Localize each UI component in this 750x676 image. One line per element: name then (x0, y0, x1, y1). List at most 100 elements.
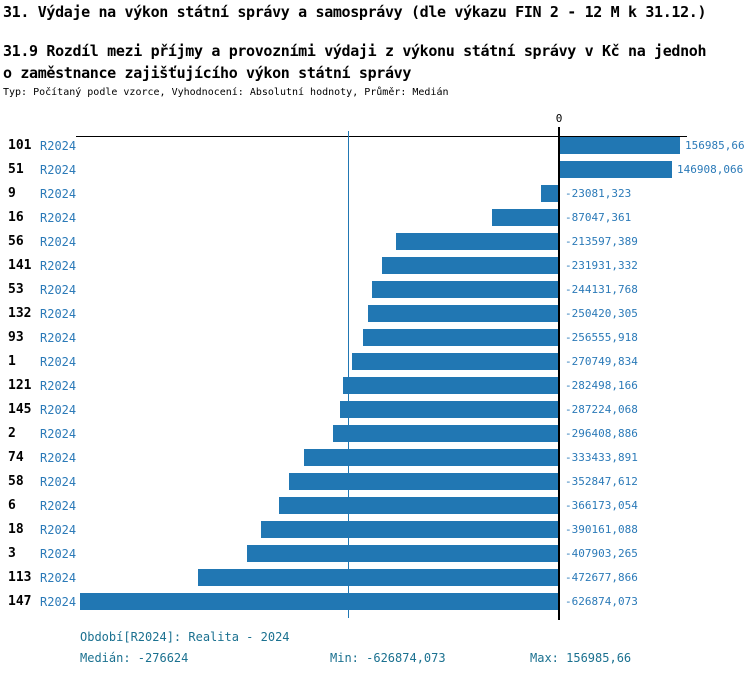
bar-value-label: -390161,088 (565, 522, 638, 536)
table-row: 1 R2024 -270749,834 (0, 350, 750, 374)
period-link[interactable]: R2024 (40, 162, 77, 177)
period-link[interactable]: R2024 (40, 594, 77, 609)
bar-value-label: -366173,054 (565, 498, 638, 512)
bar-value-label: -333433,891 (565, 450, 638, 464)
row-rank-label: 121 (8, 377, 32, 393)
indicator-subtitle-line1: 31.9 Rozdíl mezi příjmy a provozními výd… (3, 42, 707, 60)
table-row: 113 R2024 -472677,866 (0, 566, 750, 590)
period-link[interactable]: R2024 (40, 498, 77, 513)
period-link[interactable]: R2024 (40, 474, 77, 489)
footer-period: Období[R2024]: Realita - 2024 (80, 630, 290, 644)
table-row: 101 R2024 156985,66 (0, 134, 750, 158)
bar-value-label: -407903,265 (565, 546, 638, 560)
axis-zero-line (558, 127, 560, 620)
period-link[interactable]: R2024 (40, 522, 77, 537)
period-link[interactable]: R2024 (40, 570, 77, 585)
row-rank-label: 2 (8, 425, 16, 441)
bar (492, 209, 559, 226)
page-title: 31. Výdaje na výkon státní správy a samo… (3, 3, 707, 21)
bar (396, 233, 559, 250)
row-rank-label: 6 (8, 497, 16, 513)
period-link[interactable]: R2024 (40, 138, 77, 153)
bar (363, 329, 559, 346)
bar (279, 497, 559, 514)
bar-value-label: -231931,332 (565, 258, 638, 272)
table-row: 141 R2024 -231931,332 (0, 254, 750, 278)
bar-value-label: -626874,073 (565, 594, 638, 608)
bar (382, 257, 559, 274)
footer-min: Min: -626874,073 (330, 651, 446, 665)
bar (343, 377, 559, 394)
row-rank-label: 93 (8, 329, 24, 345)
table-row: 9 R2024 -23081,323 (0, 182, 750, 206)
row-rank-label: 145 (8, 401, 32, 417)
bar (247, 545, 559, 562)
row-rank-label: 56 (8, 233, 24, 249)
bar-value-label: -244131,768 (565, 282, 638, 296)
bar (80, 593, 559, 610)
table-row: 58 R2024 -352847,612 (0, 470, 750, 494)
bar (560, 161, 672, 178)
bar-value-label: -352847,612 (565, 474, 638, 488)
period-link[interactable]: R2024 (40, 354, 77, 369)
median-line (348, 131, 349, 618)
period-link[interactable]: R2024 (40, 258, 77, 273)
period-link[interactable]: R2024 (40, 402, 77, 417)
bar-value-label: -87047,361 (565, 210, 632, 224)
footer-max: Max: 156985,66 (530, 651, 632, 665)
bar (352, 353, 559, 370)
bar (372, 281, 559, 298)
period-link[interactable]: R2024 (40, 378, 77, 393)
bar-value-label: 146908,066 (677, 162, 744, 176)
table-row: 53 R2024 -244131,768 (0, 278, 750, 302)
row-rank-label: 74 (8, 449, 24, 465)
period-link[interactable]: R2024 (40, 282, 77, 297)
indicator-meta: Typ: Počítaný podle vzorce, Vyhodnocení:… (3, 87, 449, 98)
bar (333, 425, 559, 442)
table-row: 93 R2024 -256555,918 (0, 326, 750, 350)
table-row: 132 R2024 -250420,305 (0, 302, 750, 326)
row-rank-label: 16 (8, 209, 24, 225)
table-row: 3 R2024 -407903,265 (0, 542, 750, 566)
bar-value-label: -23081,323 (565, 186, 632, 200)
bar (541, 185, 559, 202)
row-rank-label: 3 (8, 545, 16, 561)
bar-value-label: -282498,166 (565, 378, 638, 392)
period-link[interactable]: R2024 (40, 210, 77, 225)
bar (340, 401, 559, 418)
table-row: 74 R2024 -333433,891 (0, 446, 750, 470)
bar-value-label: -250420,305 (565, 306, 638, 320)
bar (560, 137, 680, 154)
bar-value-label: -472677,866 (565, 570, 638, 584)
table-row: 6 R2024 -366173,054 (0, 494, 750, 518)
bar (368, 305, 559, 322)
row-rank-label: 141 (8, 257, 32, 273)
row-rank-label: 9 (8, 185, 16, 201)
table-row: 121 R2024 -282498,166 (0, 374, 750, 398)
period-link[interactable]: R2024 (40, 426, 77, 441)
period-link[interactable]: R2024 (40, 450, 77, 465)
row-rank-label: 18 (8, 521, 24, 537)
axis-top-line (76, 136, 687, 137)
bar (289, 473, 559, 490)
period-link[interactable]: R2024 (40, 546, 77, 561)
bar-value-label: 156985,66 (685, 138, 745, 152)
row-rank-label: 132 (8, 305, 32, 321)
row-rank-label: 58 (8, 473, 24, 489)
period-link[interactable]: R2024 (40, 306, 77, 321)
bar-value-label: -213597,389 (565, 234, 638, 248)
row-rank-label: 53 (8, 281, 24, 297)
table-row: 145 R2024 -287224,068 (0, 398, 750, 422)
period-link[interactable]: R2024 (40, 234, 77, 249)
row-rank-label: 1 (8, 353, 16, 369)
table-row: 16 R2024 -87047,361 (0, 206, 750, 230)
period-link[interactable]: R2024 (40, 330, 77, 345)
row-rank-label: 51 (8, 161, 24, 177)
period-link[interactable]: R2024 (40, 186, 77, 201)
table-row: 147 R2024 -626874,073 (0, 590, 750, 614)
table-row: 51 R2024 146908,066 (0, 158, 750, 182)
row-rank-label: 101 (8, 137, 32, 153)
table-row: 2 R2024 -296408,886 (0, 422, 750, 446)
axis-zero-label: 0 (555, 112, 563, 125)
